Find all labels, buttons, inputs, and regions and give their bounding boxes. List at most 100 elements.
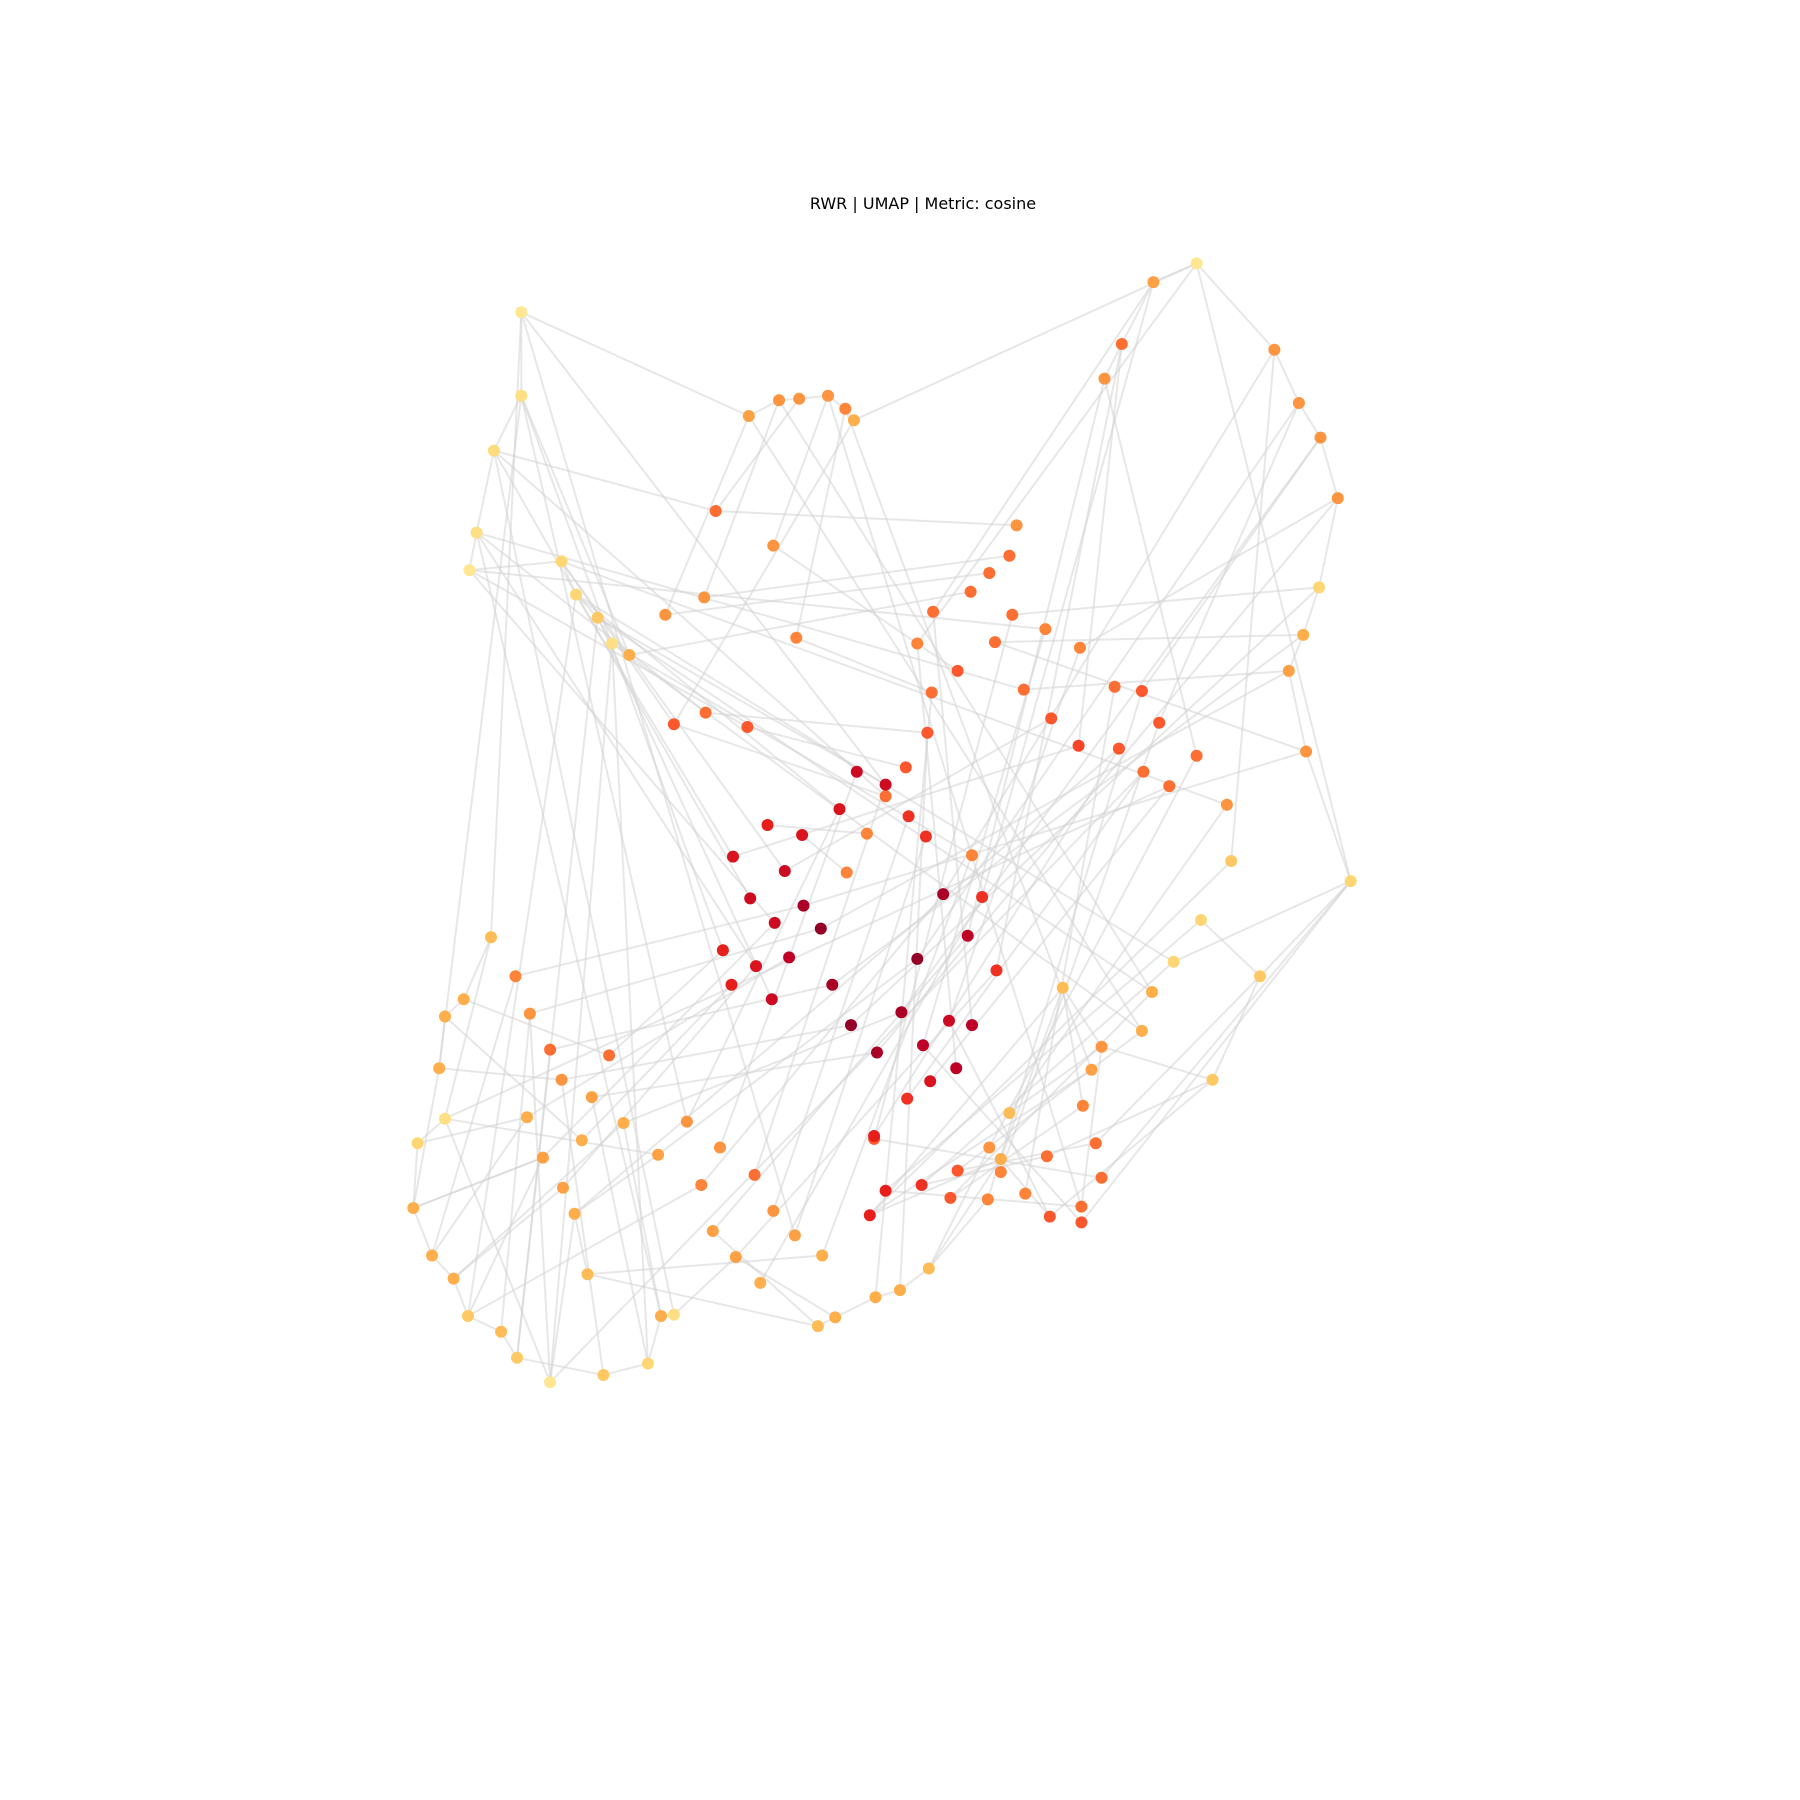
- network-edge: [520, 395, 631, 656]
- network-node: [994, 1166, 1007, 1178]
- network-node: [659, 608, 672, 621]
- network-edge: [431, 1116, 528, 1257]
- network-node: [1147, 276, 1160, 289]
- network-edge: [492, 450, 675, 1315]
- network-node: [950, 1062, 963, 1075]
- network-edge: [1100, 880, 1352, 1179]
- network-node: [407, 1202, 420, 1214]
- network-edge: [772, 815, 910, 1212]
- network-edge: [444, 1117, 659, 1156]
- network-node: [868, 1130, 881, 1142]
- network-node: [744, 892, 757, 905]
- network-edge: [611, 643, 649, 1364]
- network-edge: [1101, 1045, 1213, 1081]
- network-edge: [801, 834, 848, 874]
- network-node: [470, 526, 483, 539]
- network-node: [1095, 1171, 1108, 1184]
- network-edge: [922, 1044, 1083, 1224]
- network-node: [811, 1320, 824, 1333]
- network-node: [899, 761, 912, 774]
- network-node: [879, 1184, 892, 1197]
- network-edge: [686, 808, 841, 1123]
- network-node: [1313, 581, 1325, 594]
- network-node: [1135, 685, 1148, 697]
- network-node: [1076, 1099, 1089, 1112]
- network-node: [1056, 981, 1069, 994]
- network-edge: [916, 643, 958, 1069]
- network-node: [585, 1091, 598, 1104]
- network-edge: [747, 726, 907, 769]
- network-edge: [922, 628, 1047, 1046]
- network-edge: [1024, 686, 1116, 1194]
- network-edge: [452, 1278, 469, 1317]
- network-node: [754, 1276, 767, 1289]
- network-node: [944, 1191, 957, 1204]
- network-edge: [467, 594, 577, 1317]
- network-node: [927, 605, 940, 618]
- network-edge: [597, 616, 1153, 993]
- network-node: [1085, 1063, 1098, 1076]
- network-edge: [561, 1024, 852, 1081]
- network-node: [767, 1204, 780, 1217]
- network-edge: [490, 312, 523, 938]
- network-edge: [520, 311, 750, 417]
- network-node: [1045, 712, 1058, 725]
- chart-title: RWR | UMAP | Metric: cosine: [810, 194, 1036, 213]
- network-edge: [1273, 349, 1300, 404]
- network-edge: [873, 748, 1120, 1137]
- network-edge: [853, 262, 1198, 422]
- network-edge: [949, 1104, 1084, 1199]
- network-edge: [1302, 587, 1320, 636]
- network-edge: [1080, 880, 1352, 1224]
- network-node: [994, 1153, 1007, 1165]
- network-edge: [1195, 263, 1352, 882]
- network-node: [943, 1014, 955, 1027]
- edges-layer: [412, 262, 1352, 1383]
- network-edge: [647, 1315, 662, 1364]
- network-edge: [928, 1198, 989, 1270]
- network-edge: [1153, 262, 1197, 284]
- network-node: [793, 392, 806, 405]
- network-edge: [444, 937, 492, 1119]
- network-edge: [876, 497, 1339, 1054]
- network-edge: [603, 1362, 649, 1376]
- network-edge: [1103, 378, 1198, 757]
- network-node: [847, 414, 860, 427]
- network-node: [1292, 397, 1305, 409]
- network-edge: [948, 1020, 1051, 1218]
- network-edge: [673, 1256, 737, 1316]
- network-edge: [1305, 751, 1352, 882]
- network-node: [1190, 749, 1203, 762]
- network-edge: [591, 1051, 878, 1099]
- network-edge: [949, 991, 1153, 1199]
- network-node: [1146, 986, 1158, 998]
- network-edge: [412, 1068, 441, 1209]
- network-node: [951, 664, 964, 677]
- network-node: [1206, 1073, 1219, 1086]
- network-edge: [439, 1067, 562, 1081]
- network-node: [783, 951, 796, 964]
- network-edge: [942, 349, 1276, 895]
- network-node: [1089, 1137, 1102, 1150]
- network-edge: [493, 450, 752, 899]
- network-edge: [549, 1213, 576, 1383]
- network-node: [976, 891, 989, 903]
- network-node: [1225, 855, 1238, 867]
- network-edge: [468, 532, 478, 571]
- network-node: [544, 1376, 557, 1389]
- network-node: [523, 1007, 536, 1020]
- network-edge: [431, 975, 517, 1256]
- network-node: [714, 1141, 726, 1154]
- network-edge: [529, 927, 822, 1015]
- network-edge: [412, 1143, 419, 1209]
- network-node: [495, 1325, 508, 1338]
- network-node: [1314, 431, 1327, 444]
- network-node: [667, 718, 680, 731]
- network-edge: [1230, 349, 1276, 862]
- network-edge: [520, 312, 796, 1236]
- network-node: [568, 1207, 581, 1220]
- network-edge: [1298, 402, 1322, 439]
- network-edge: [467, 1184, 702, 1317]
- network-edge: [416, 1117, 446, 1144]
